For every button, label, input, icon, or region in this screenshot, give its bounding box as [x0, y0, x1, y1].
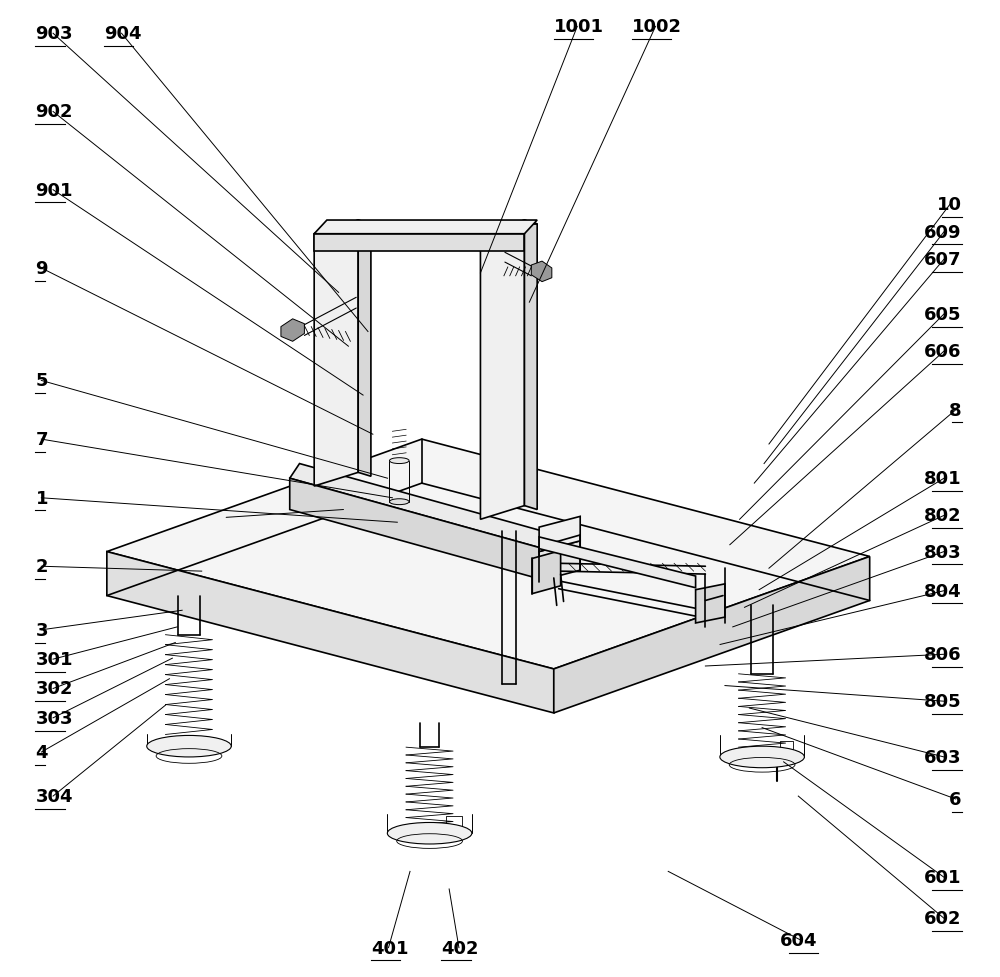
Ellipse shape: [389, 499, 409, 505]
Text: 806: 806: [924, 646, 962, 663]
Polygon shape: [539, 537, 696, 588]
Polygon shape: [314, 234, 524, 252]
Polygon shape: [696, 584, 725, 623]
Text: 3: 3: [35, 621, 48, 639]
Text: 9: 9: [35, 260, 48, 277]
Text: 303: 303: [35, 709, 73, 727]
Text: 609: 609: [924, 224, 962, 241]
Text: 2: 2: [35, 558, 48, 575]
Text: 7: 7: [35, 431, 48, 448]
Polygon shape: [314, 221, 358, 487]
Polygon shape: [314, 221, 537, 234]
Text: 4: 4: [35, 743, 48, 761]
Text: 1002: 1002: [632, 19, 682, 36]
Polygon shape: [531, 262, 552, 282]
Text: 10: 10: [937, 196, 962, 214]
Ellipse shape: [147, 736, 231, 757]
Text: 5: 5: [35, 372, 48, 390]
Text: 8: 8: [949, 402, 962, 419]
Text: 904: 904: [104, 25, 141, 43]
Polygon shape: [107, 552, 554, 713]
Text: 6: 6: [949, 790, 962, 808]
Text: 304: 304: [35, 787, 73, 805]
Polygon shape: [524, 221, 537, 510]
Ellipse shape: [389, 458, 409, 464]
Ellipse shape: [387, 823, 472, 844]
Text: 903: 903: [35, 25, 73, 43]
Text: 801: 801: [924, 470, 962, 488]
Polygon shape: [554, 537, 564, 583]
Polygon shape: [539, 541, 580, 581]
Text: 604: 604: [780, 931, 818, 949]
Ellipse shape: [720, 746, 804, 768]
Polygon shape: [539, 517, 580, 552]
Text: 302: 302: [35, 680, 73, 698]
Text: 902: 902: [35, 104, 73, 121]
Text: 803: 803: [924, 543, 962, 561]
Polygon shape: [532, 551, 561, 594]
Polygon shape: [358, 221, 371, 477]
Text: 805: 805: [924, 693, 962, 710]
Polygon shape: [314, 221, 371, 234]
Polygon shape: [290, 479, 554, 583]
Text: 802: 802: [924, 507, 962, 525]
Polygon shape: [281, 319, 304, 342]
Text: 601: 601: [924, 869, 962, 886]
Polygon shape: [480, 221, 524, 520]
Polygon shape: [107, 440, 870, 669]
Text: 301: 301: [35, 651, 73, 668]
Polygon shape: [480, 221, 537, 234]
Text: 607: 607: [924, 251, 962, 269]
Text: 402: 402: [441, 939, 479, 956]
Text: 606: 606: [924, 343, 962, 361]
Text: 901: 901: [35, 182, 73, 199]
Polygon shape: [290, 464, 564, 552]
Text: 603: 603: [924, 748, 962, 766]
Polygon shape: [554, 557, 870, 713]
Text: 602: 602: [924, 910, 962, 927]
Text: 804: 804: [924, 582, 962, 600]
Text: 1001: 1001: [554, 19, 604, 36]
Text: 401: 401: [371, 939, 408, 956]
Text: 1: 1: [35, 489, 48, 507]
Text: 605: 605: [924, 306, 962, 323]
